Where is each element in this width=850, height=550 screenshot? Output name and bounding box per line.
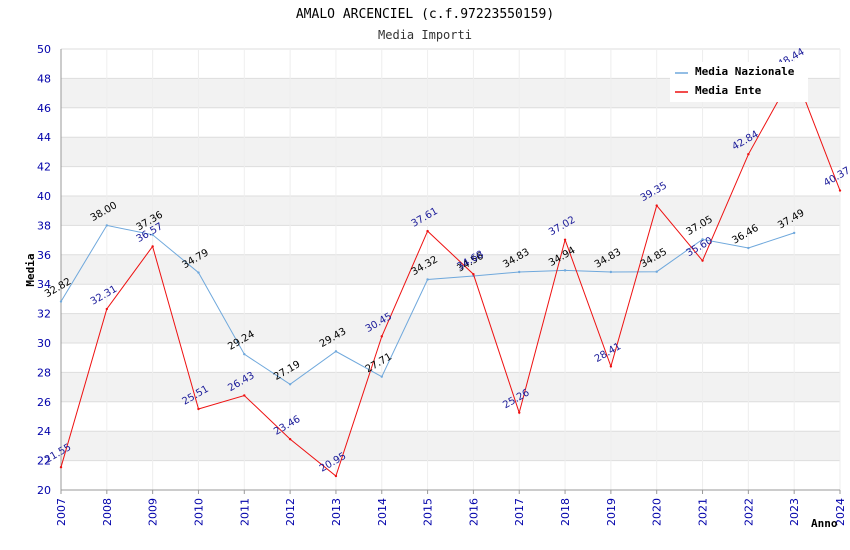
y-tick-label: 28 bbox=[37, 366, 51, 379]
data-point-ente bbox=[563, 238, 567, 242]
y-tick-label: 42 bbox=[37, 161, 51, 174]
x-tick-label: 2021 bbox=[697, 498, 710, 526]
data-point-nazionale bbox=[563, 269, 567, 272]
data-point-nazionale bbox=[151, 233, 154, 237]
x-tick-label: 2016 bbox=[467, 498, 480, 526]
legend-label-nazionale: Media Nazionale bbox=[695, 65, 795, 78]
grid-band bbox=[61, 372, 840, 402]
x-tick-labels: 2007 2008 2009 2010 2011 2012 2013 2014 2015 2016… bbox=[55, 498, 847, 526]
x-tick-label: 2014 bbox=[376, 498, 389, 526]
data-point-ente bbox=[655, 204, 658, 207]
y-tick-label: 40 bbox=[37, 190, 51, 203]
data-point-ente bbox=[334, 474, 338, 478]
y-tick-label: 30 bbox=[37, 337, 51, 350]
data-label-nazionale: 36.46 bbox=[730, 223, 760, 247]
data-point-ente bbox=[105, 307, 109, 311]
x-tick-label: 2019 bbox=[605, 498, 618, 526]
axes bbox=[60, 49, 841, 494]
y-tick-label: 44 bbox=[37, 131, 51, 144]
grid-band bbox=[61, 431, 840, 461]
data-point-ente bbox=[747, 153, 750, 156]
data-point-ente bbox=[151, 245, 154, 248]
data-point-ente bbox=[288, 437, 292, 441]
data-point-nazionale bbox=[197, 271, 200, 274]
data-point-ente bbox=[518, 411, 521, 414]
data-point-nazionale bbox=[792, 231, 796, 235]
data-point-ente bbox=[426, 229, 429, 233]
grid-band bbox=[61, 313, 840, 343]
chart-subtitle: Media Importi bbox=[378, 28, 472, 42]
data-point-ente bbox=[609, 365, 613, 368]
y-tick-label: 26 bbox=[37, 396, 51, 409]
background-bands bbox=[61, 78, 840, 461]
data-point-nazionale bbox=[59, 300, 63, 303]
y-tick-label: 20 bbox=[37, 484, 51, 497]
data-point-ente bbox=[243, 394, 246, 397]
x-tick-label: 2012 bbox=[284, 498, 297, 526]
y-tick-labels: 20 22 24 26 28 30 32 34 36 38 40 42 44 46 48 50 bbox=[37, 43, 51, 497]
x-tick-label: 2010 bbox=[192, 498, 205, 526]
data-label-ente: 32.31 bbox=[89, 284, 119, 308]
data-point-nazionale bbox=[288, 383, 292, 386]
grid-band bbox=[61, 254, 840, 285]
data-point-nazionale bbox=[334, 350, 338, 353]
data-point-nazionale bbox=[518, 270, 521, 274]
y-tick-label: 34 bbox=[37, 278, 51, 291]
grid-band bbox=[61, 137, 840, 167]
data-label-nazionale: 27.71 bbox=[364, 351, 394, 375]
y-tick-label: 36 bbox=[37, 249, 51, 262]
y-tick-label: 38 bbox=[37, 219, 51, 232]
grid-band bbox=[61, 196, 840, 226]
data-point-ente bbox=[59, 466, 63, 469]
data-point-nazionale bbox=[701, 238, 704, 241]
x-tick-label: 2011 bbox=[238, 498, 251, 526]
data-point-ente bbox=[472, 273, 475, 276]
data-point-ente bbox=[197, 407, 200, 411]
y-tick-label: 46 bbox=[37, 102, 51, 115]
data-label-ente: 40.37 bbox=[822, 165, 850, 189]
data-point-ente bbox=[380, 335, 383, 338]
y-tick-label: 24 bbox=[37, 425, 51, 438]
data-point-nazionale bbox=[105, 224, 109, 227]
x-tick-label: 2007 bbox=[55, 498, 68, 526]
chart-title: AMALO ARCENCIEL (c.f.97223550159) bbox=[296, 7, 554, 22]
data-label-ente: 28.41 bbox=[593, 341, 623, 365]
data-point-nazionale bbox=[609, 270, 613, 274]
y-tick-label: 50 bbox=[37, 43, 51, 56]
x-tick-label: 2018 bbox=[559, 498, 572, 526]
y-tick-label: 32 bbox=[37, 308, 51, 321]
x-tick-label: 2013 bbox=[330, 498, 343, 526]
x-tick-label: 2022 bbox=[742, 498, 755, 526]
x-tick-label: 2009 bbox=[147, 498, 160, 526]
data-point-nazionale bbox=[243, 352, 246, 356]
data-point-ente bbox=[838, 189, 842, 192]
data-point-nazionale bbox=[655, 270, 658, 273]
x-tick-label: 2015 bbox=[422, 498, 435, 526]
y-tick-label: 22 bbox=[37, 455, 51, 468]
data-label-ente: 21.55 bbox=[43, 442, 73, 466]
data-point-nazionale bbox=[426, 278, 429, 281]
data-point-nazionale bbox=[747, 246, 750, 250]
data-point-nazionale bbox=[380, 375, 383, 378]
x-tick-label: 2008 bbox=[101, 498, 114, 526]
legend-box bbox=[670, 62, 808, 102]
y-axis-label: Media bbox=[24, 253, 37, 286]
x-tick-label: 2020 bbox=[651, 498, 664, 526]
x-axis-label: Anno bbox=[811, 517, 838, 530]
x-tick-label: 2017 bbox=[513, 498, 526, 526]
legend-label-ente: Media Ente bbox=[695, 84, 762, 97]
series-line-ente bbox=[60, 70, 841, 477]
x-tick-label: 2024 bbox=[834, 498, 847, 526]
y-tick-label: 48 bbox=[37, 72, 51, 85]
legend: Media Nazionale Media Ente bbox=[670, 62, 808, 102]
gridlines bbox=[60, 48, 841, 491]
data-point-ente bbox=[701, 259, 704, 262]
x-tick-label: 2023 bbox=[788, 498, 801, 526]
